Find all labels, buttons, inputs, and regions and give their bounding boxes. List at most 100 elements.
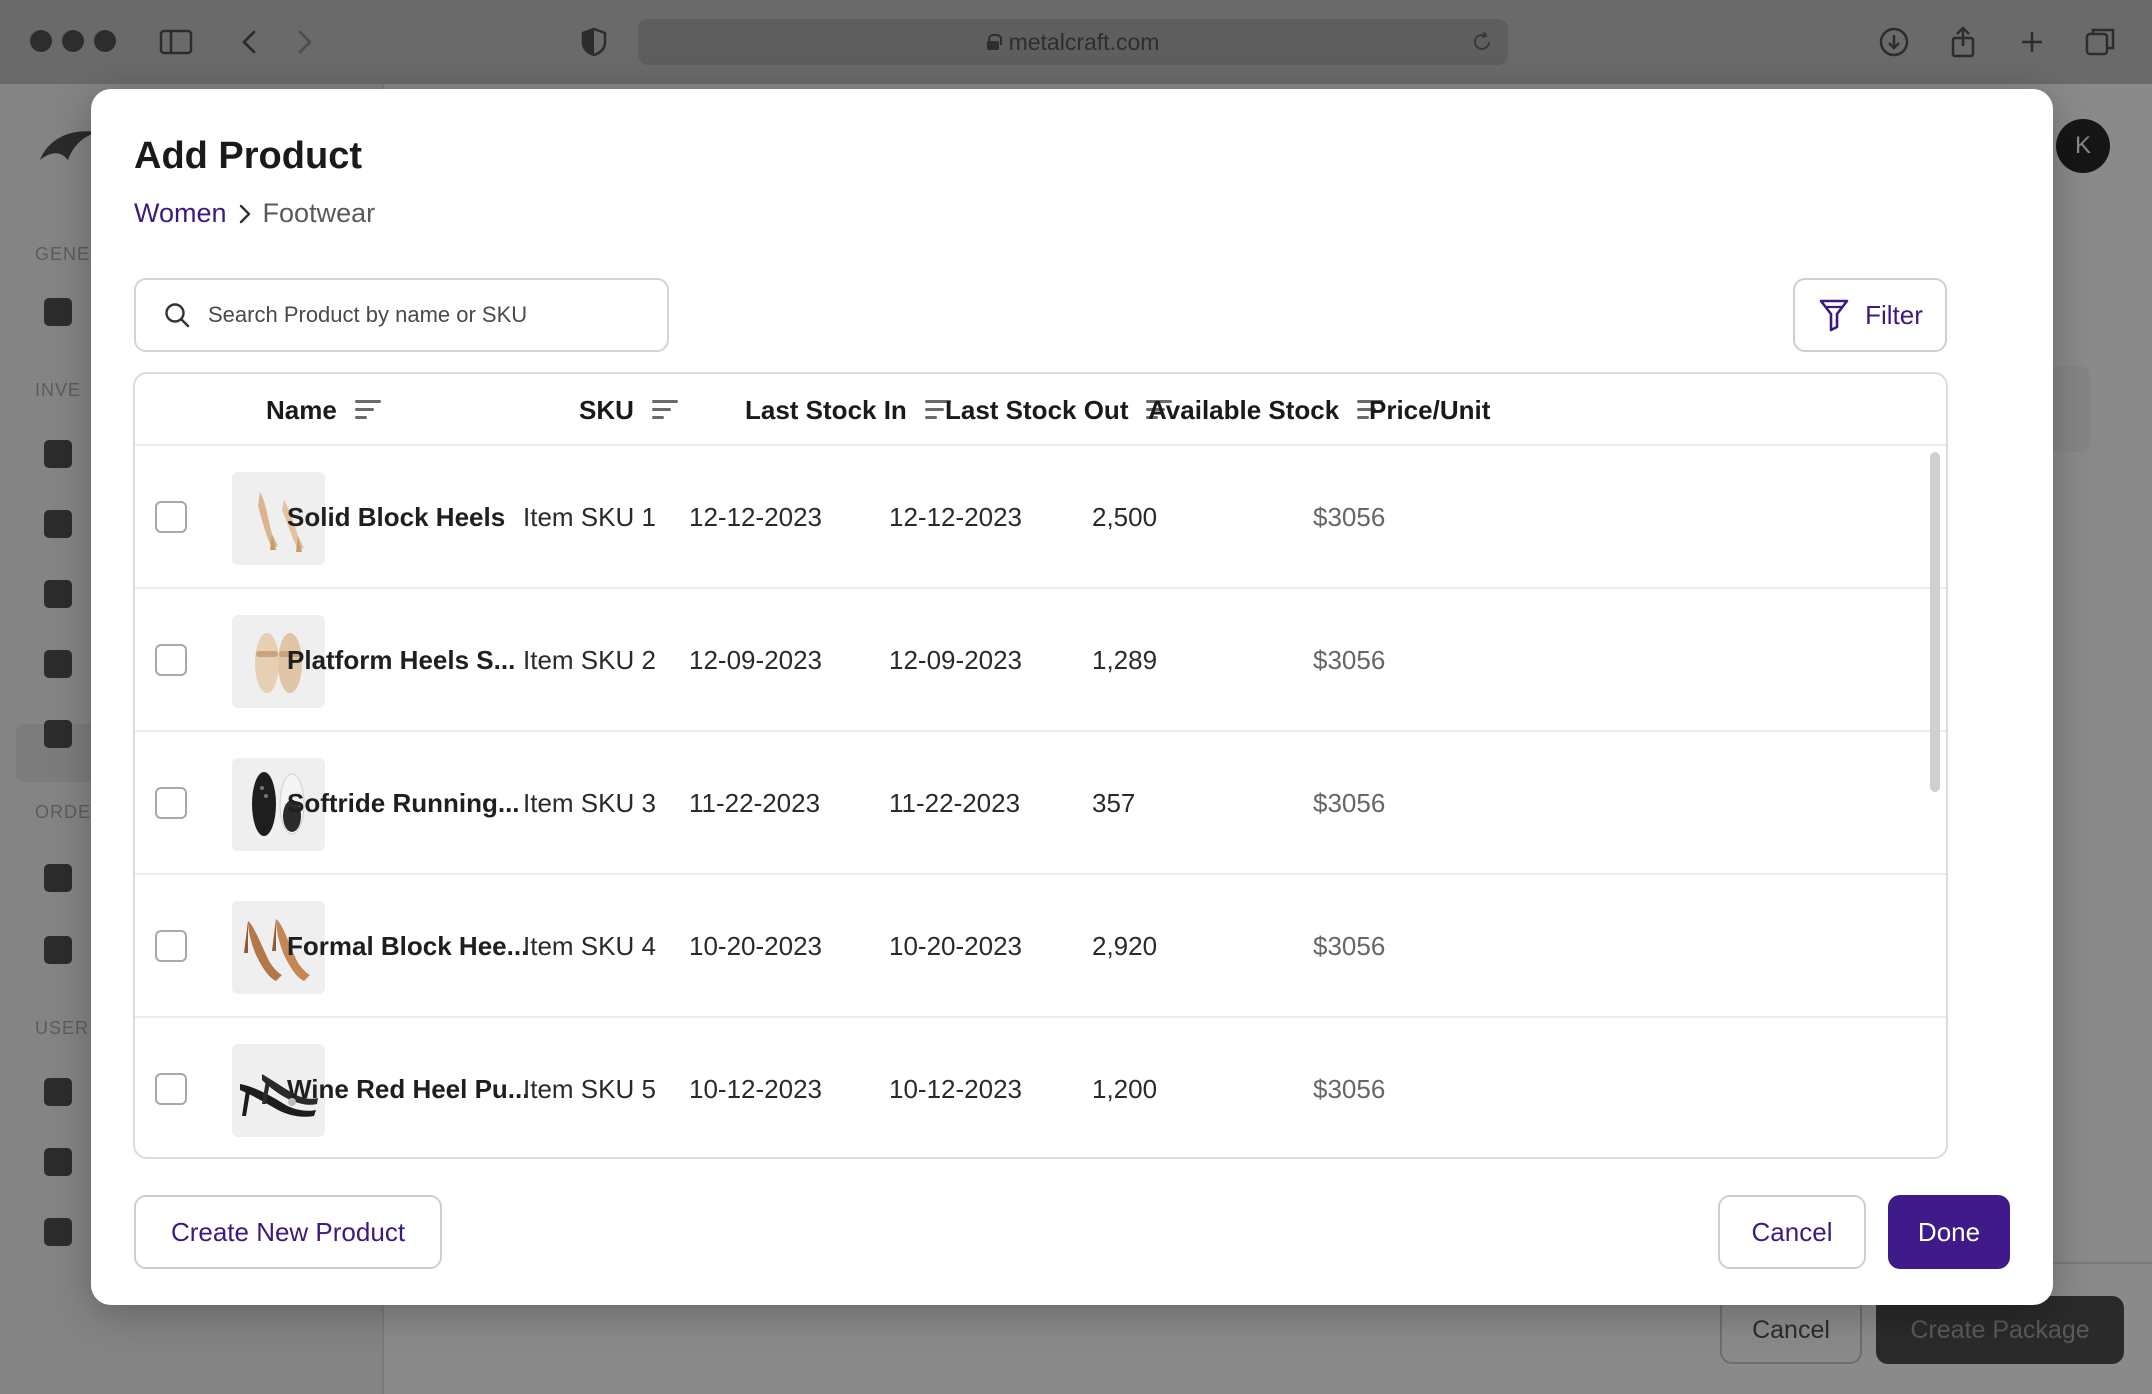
table-row[interactable]: Softride Running... Item SKU 3 11-22-202… (135, 732, 1946, 875)
avatar[interactable]: K (2056, 119, 2110, 173)
product-name: Formal Block Hee... (287, 931, 529, 961)
filter-icon (1819, 299, 1849, 332)
breadcrumb-women[interactable]: Women (134, 198, 227, 228)
breadcrumb: Women Footwear (134, 198, 375, 229)
column-price-unit-label: Price/Unit (1369, 394, 1491, 425)
sandals-icon (255, 633, 302, 693)
background-create-package-button[interactable]: Create Package (1876, 1296, 2124, 1364)
address-bar[interactable]: metalcraft.com (638, 19, 1508, 65)
sales-icon[interactable] (44, 864, 72, 892)
column-available-stock-label: Available Stock (1148, 394, 1340, 425)
product-thumbnail (232, 472, 325, 565)
table-row[interactable]: Platform Heels S... Item SKU 2 12-09-202… (135, 589, 1946, 732)
dashboard-icon[interactable] (44, 298, 72, 326)
boxes-icon[interactable] (44, 650, 72, 678)
user-icon[interactable] (44, 1148, 72, 1176)
table-row[interactable]: Solid Block Heels Item SKU 1 12-12-2023 … (135, 446, 1946, 589)
user-settings-icon[interactable] (44, 1218, 72, 1246)
sort-icon[interactable] (1146, 400, 1174, 420)
chevron-right-icon (227, 200, 263, 228)
product-sku: Item SKU 1 (523, 502, 656, 532)
row-checkbox[interactable] (155, 930, 187, 962)
sneakers-icon (252, 772, 305, 836)
product-thumbnail (232, 758, 325, 851)
sidebar-section-general: GENE (35, 244, 91, 264)
table-header: Name SKU Last Stock In Last Stock Out Av… (135, 374, 1946, 446)
price-unit: $3056 (1313, 788, 1386, 818)
new-tab-icon[interactable] (2014, 24, 2050, 60)
column-sku-label: SKU (579, 394, 634, 425)
hierarchy-icon[interactable] (44, 580, 72, 608)
available-stock: 2,500 (1092, 502, 1158, 532)
done-button[interactable]: Done (1888, 1195, 2010, 1269)
product-sku: Item SKU 2 (523, 645, 656, 675)
column-last-stock-out[interactable]: Last Stock Out (945, 374, 1174, 446)
pumps-icon (244, 919, 310, 981)
reload-icon[interactable] (1470, 30, 1494, 54)
product-thumbnail (232, 901, 325, 994)
row-checkbox[interactable] (155, 501, 187, 533)
background-cancel-button[interactable]: Cancel (1720, 1296, 1862, 1364)
warehouse-icon[interactable] (44, 720, 72, 748)
package-icon[interactable] (44, 510, 72, 538)
column-available-stock[interactable]: Available Stock (1148, 374, 1385, 446)
last-stock-in: 10-12-2023 (689, 1074, 822, 1104)
product-sku: Item SKU 3 (523, 788, 656, 818)
table-scrollbar[interactable] (1930, 452, 1940, 792)
product-sku: Item SKU 4 (523, 931, 656, 961)
back-icon[interactable] (232, 24, 268, 60)
row-checkbox[interactable] (155, 787, 187, 819)
users-icon[interactable] (44, 1078, 72, 1106)
available-stock: 2,920 (1092, 931, 1158, 961)
last-stock-in: 11-22-2023 (689, 788, 821, 818)
last-stock-in: 12-09-2023 (689, 645, 822, 675)
available-stock: 1,200 (1092, 1074, 1158, 1104)
table-row[interactable]: Formal Block Hee... Item SKU 4 10-20-202… (135, 875, 1946, 1018)
available-stock: 1,289 (1092, 645, 1158, 675)
inventory-icon[interactable] (44, 440, 72, 468)
download-icon[interactable] (1876, 24, 1912, 60)
sidebar-section-inventory: INVE (35, 380, 82, 400)
cancel-button[interactable]: Cancel (1718, 1195, 1866, 1269)
sort-icon[interactable] (924, 400, 953, 420)
column-name[interactable]: Name (266, 374, 383, 446)
filter-label: Filter (1865, 299, 1923, 330)
product-name: Solid Block Heels (287, 502, 506, 532)
tab-overview-icon[interactable] (2082, 24, 2118, 60)
modal-title: Add Product (134, 135, 362, 177)
slingback-icon (240, 1074, 318, 1117)
column-last-stock-in[interactable]: Last Stock In (745, 374, 953, 446)
create-new-product-button[interactable]: Create New Product (134, 1195, 442, 1269)
price-unit: $3056 (1313, 645, 1386, 675)
row-checkbox[interactable] (155, 644, 187, 676)
sidebar-toggle-icon[interactable] (158, 24, 194, 60)
forward-icon[interactable] (286, 24, 322, 60)
search-box[interactable] (134, 278, 669, 352)
table-row[interactable]: Wine Red Heel Pu... Item SKU 5 10-12-202… (135, 1018, 1946, 1157)
window-close-button[interactable] (30, 30, 52, 52)
row-checkbox[interactable] (155, 1073, 187, 1105)
price-unit: $3056 (1313, 502, 1386, 532)
column-sku[interactable]: SKU (579, 374, 680, 446)
sort-icon[interactable] (1357, 400, 1385, 420)
product-sku: Item SKU 5 (523, 1074, 656, 1104)
search-input[interactable] (208, 302, 648, 328)
share-icon[interactable] (1945, 24, 1981, 60)
last-stock-out: 12-12-2023 (889, 502, 1022, 532)
column-last-stock-out-label: Last Stock Out (945, 394, 1129, 425)
sort-icon[interactable] (354, 400, 383, 420)
lock-icon (986, 34, 1002, 50)
column-price-unit: Price/Unit (1369, 374, 1490, 446)
last-stock-out: 11-22-2023 (889, 788, 1021, 818)
orders-bag-icon[interactable] (44, 936, 72, 964)
filter-button[interactable]: Filter (1793, 278, 1947, 352)
product-name: Wine Red Heel Pu... (287, 1074, 530, 1104)
shield-icon[interactable] (576, 24, 612, 60)
window-zoom-button[interactable] (94, 30, 116, 52)
sort-icon[interactable] (651, 400, 680, 420)
last-stock-out: 12-09-2023 (889, 645, 1022, 675)
price-unit: $3056 (1313, 931, 1386, 961)
window-minimize-button[interactable] (62, 30, 84, 52)
product-thumbnail (232, 1044, 325, 1137)
sidebar-section-orders: ORDE (35, 802, 92, 822)
